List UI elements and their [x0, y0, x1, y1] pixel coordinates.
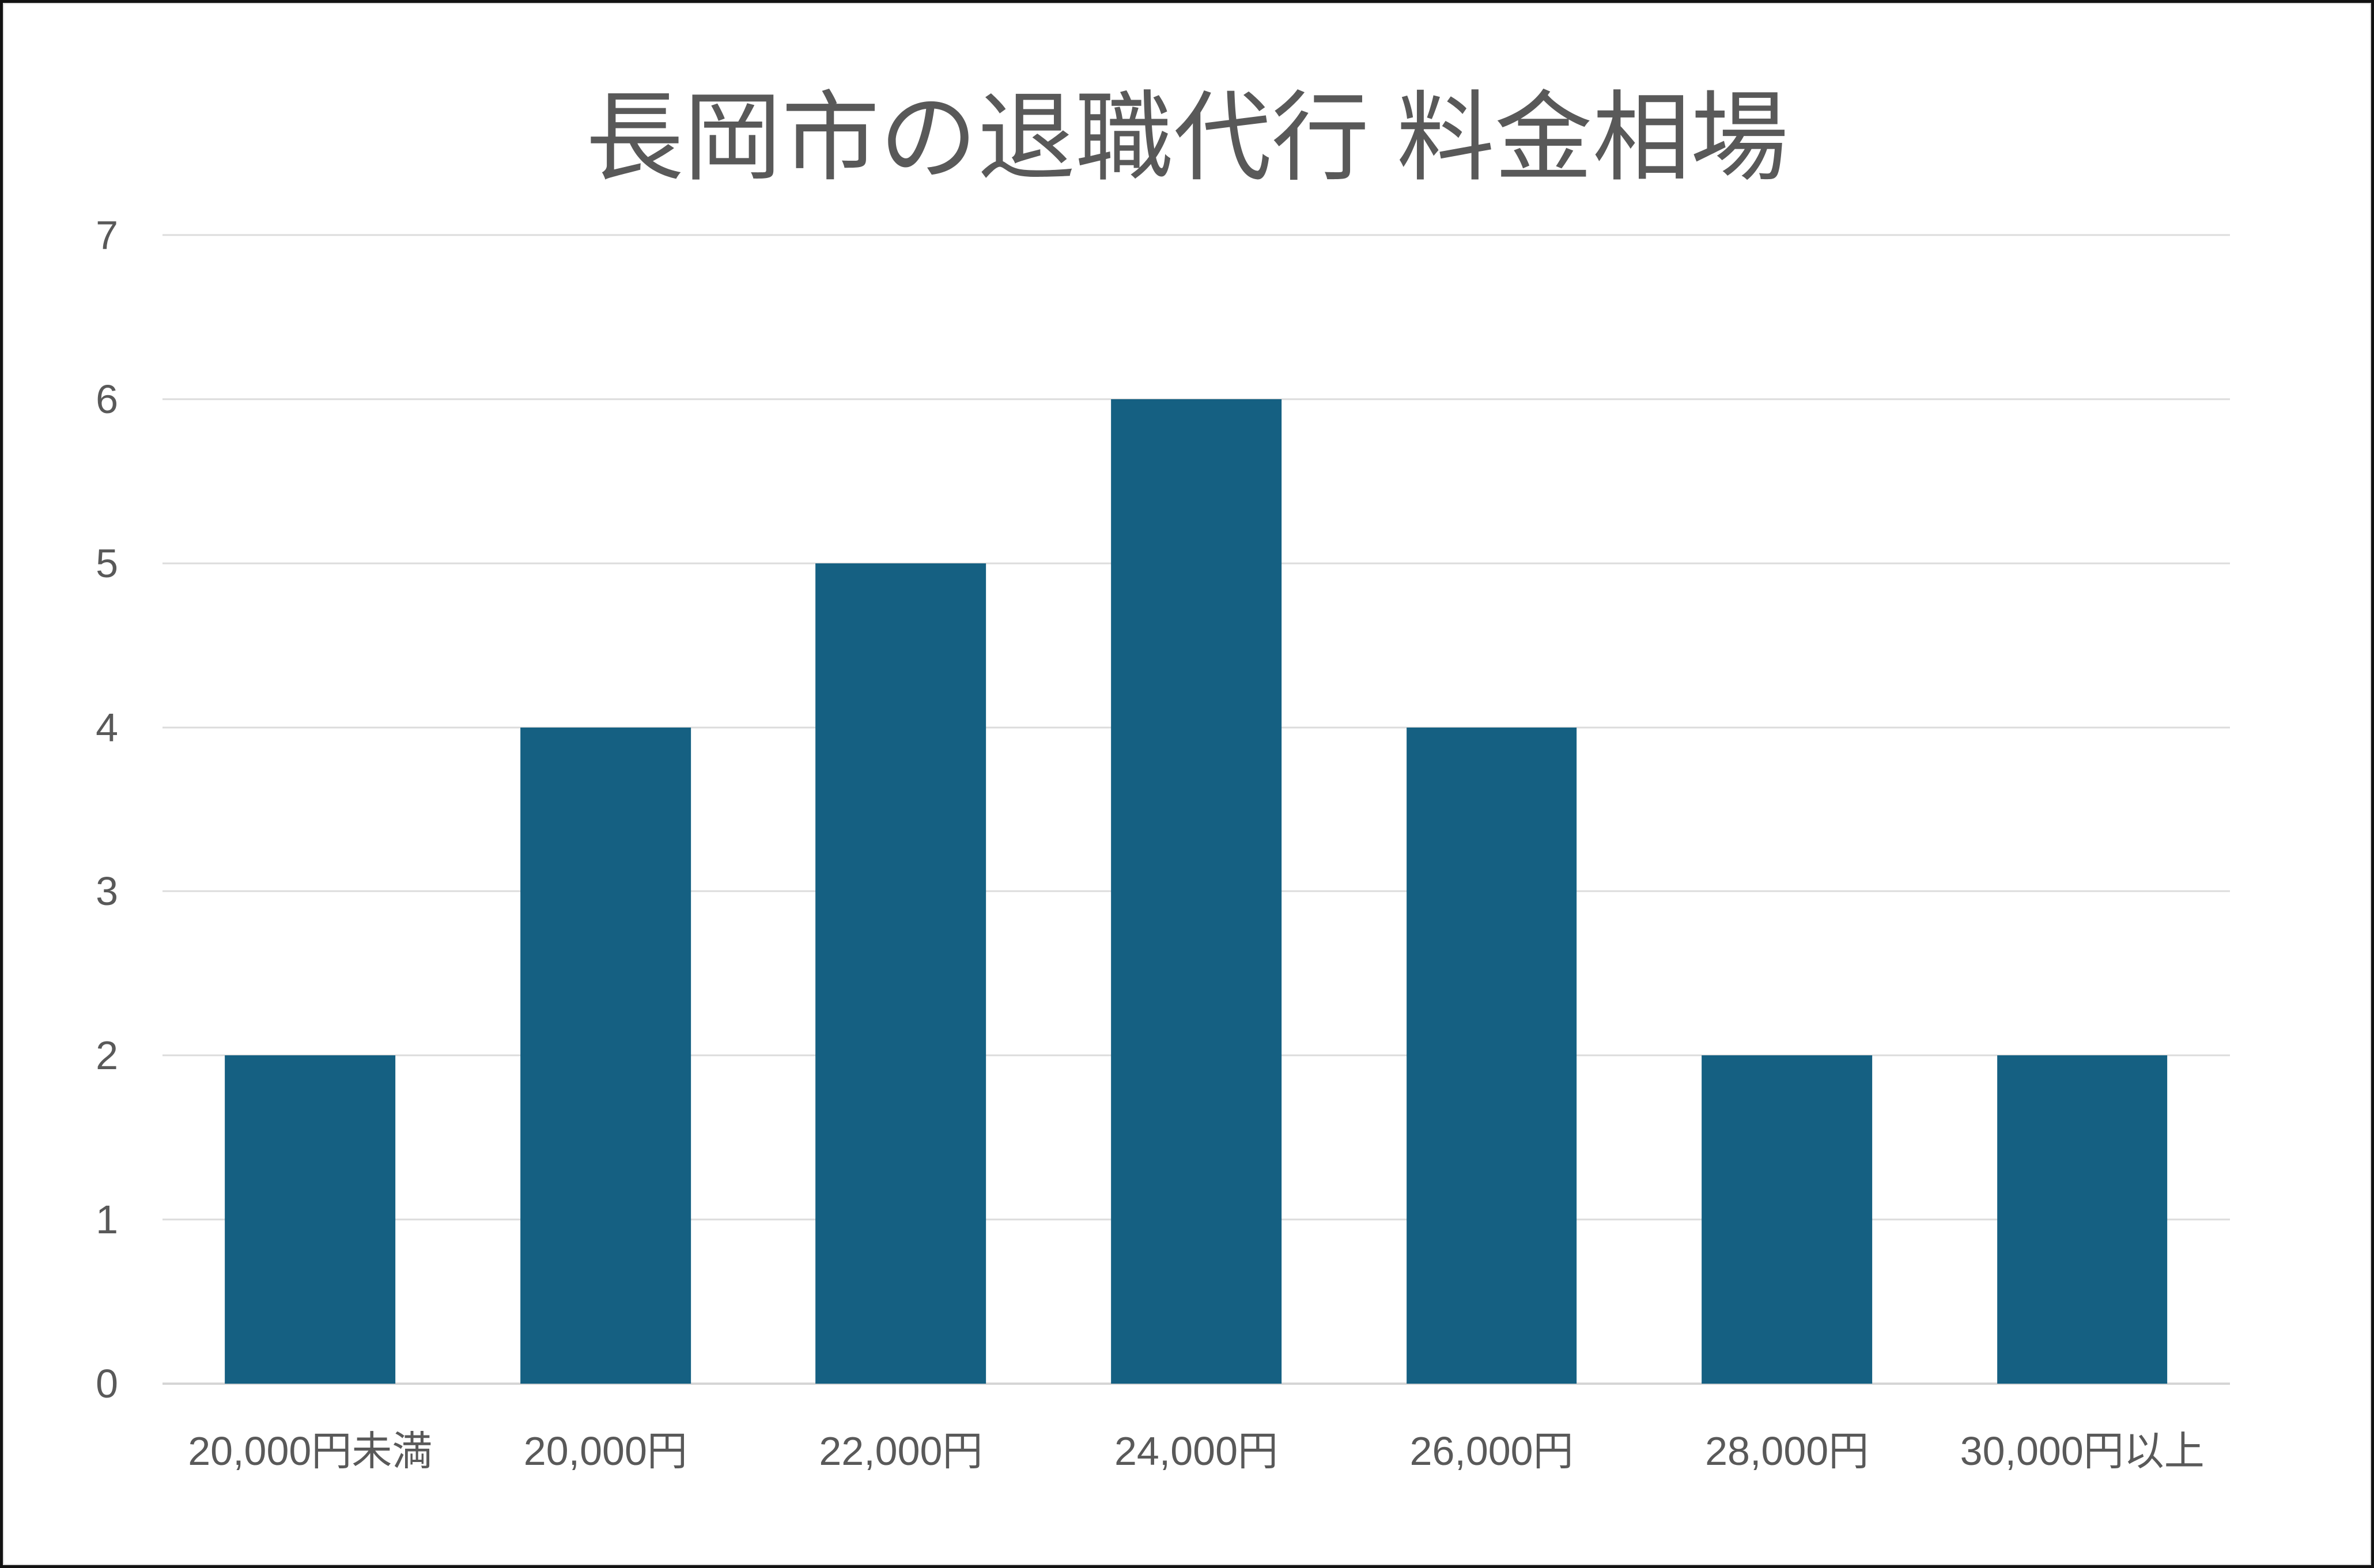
y-tick-label: 6 — [96, 376, 118, 422]
y-tick-label: 7 — [96, 213, 118, 257]
bar-slot — [162, 235, 458, 1384]
bar[interactable] — [1406, 727, 1577, 1384]
bar[interactable] — [815, 563, 986, 1384]
x-tick-label: 28,000円 — [1705, 1429, 1869, 1474]
gridline — [162, 234, 2230, 236]
y-tick-label: 5 — [96, 540, 118, 586]
x-tick-label: 24,000円 — [1114, 1429, 1279, 1474]
x-tick-label: 26,000円 — [1409, 1429, 1574, 1474]
bar[interactable] — [1997, 1055, 2168, 1384]
plot-area — [162, 234, 2230, 1385]
x-tick-label: 30,000円以上 — [1960, 1429, 2205, 1474]
bar-slot — [1639, 235, 1935, 1384]
bar[interactable] — [1702, 1055, 1872, 1384]
x-tick-label: 20,000円未満 — [188, 1429, 433, 1474]
chart-title: 長岡市の退職代行 料金相場 — [585, 84, 1789, 193]
y-tick-label: 3 — [96, 869, 118, 914]
bar[interactable] — [225, 1055, 396, 1384]
y-tick-label: 2 — [96, 1033, 118, 1078]
gridline — [162, 398, 2230, 400]
bar-slot — [753, 235, 1049, 1384]
bar-slot — [458, 235, 754, 1384]
axis-baseline — [162, 1383, 2230, 1385]
bar-slot — [1344, 235, 1639, 1384]
x-tick-label: 20,000円 — [523, 1429, 687, 1474]
bar-slot — [1049, 235, 1344, 1384]
y-tick-label: 0 — [96, 1361, 118, 1406]
bar-slot — [1934, 235, 2230, 1384]
x-tick-label: 22,000円 — [819, 1429, 983, 1474]
bar[interactable] — [1111, 399, 1281, 1384]
y-tick-label: 4 — [96, 705, 118, 750]
y-tick-label: 1 — [96, 1197, 118, 1243]
bar[interactable] — [520, 727, 691, 1384]
